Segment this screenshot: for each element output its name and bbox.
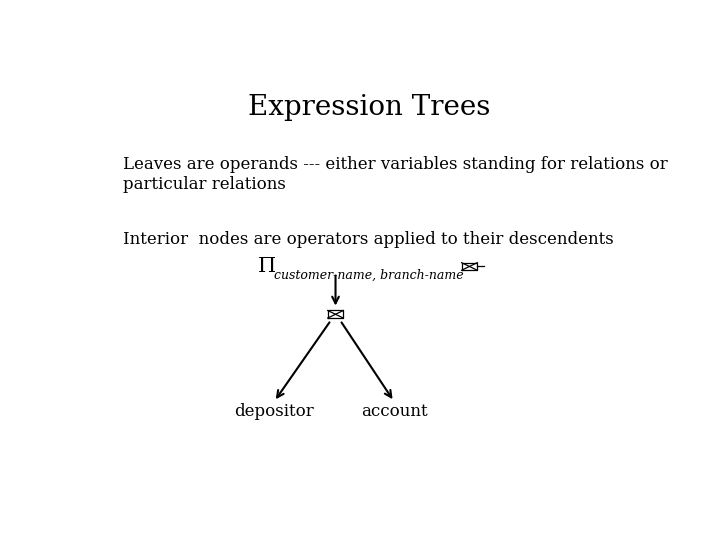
Text: customer-name, branch-name: customer-name, branch-name	[274, 269, 464, 282]
Text: depositor: depositor	[234, 403, 314, 421]
Text: Expression Trees: Expression Trees	[248, 94, 490, 121]
Text: Π: Π	[258, 257, 276, 276]
Text: Leaves are operands --- either variables standing for relations or
particular re: Leaves are operands --- either variables…	[124, 156, 668, 193]
Text: Interior  nodes are operators applied to their descendents: Interior nodes are operators applied to …	[124, 231, 614, 248]
Text: account: account	[361, 403, 428, 421]
